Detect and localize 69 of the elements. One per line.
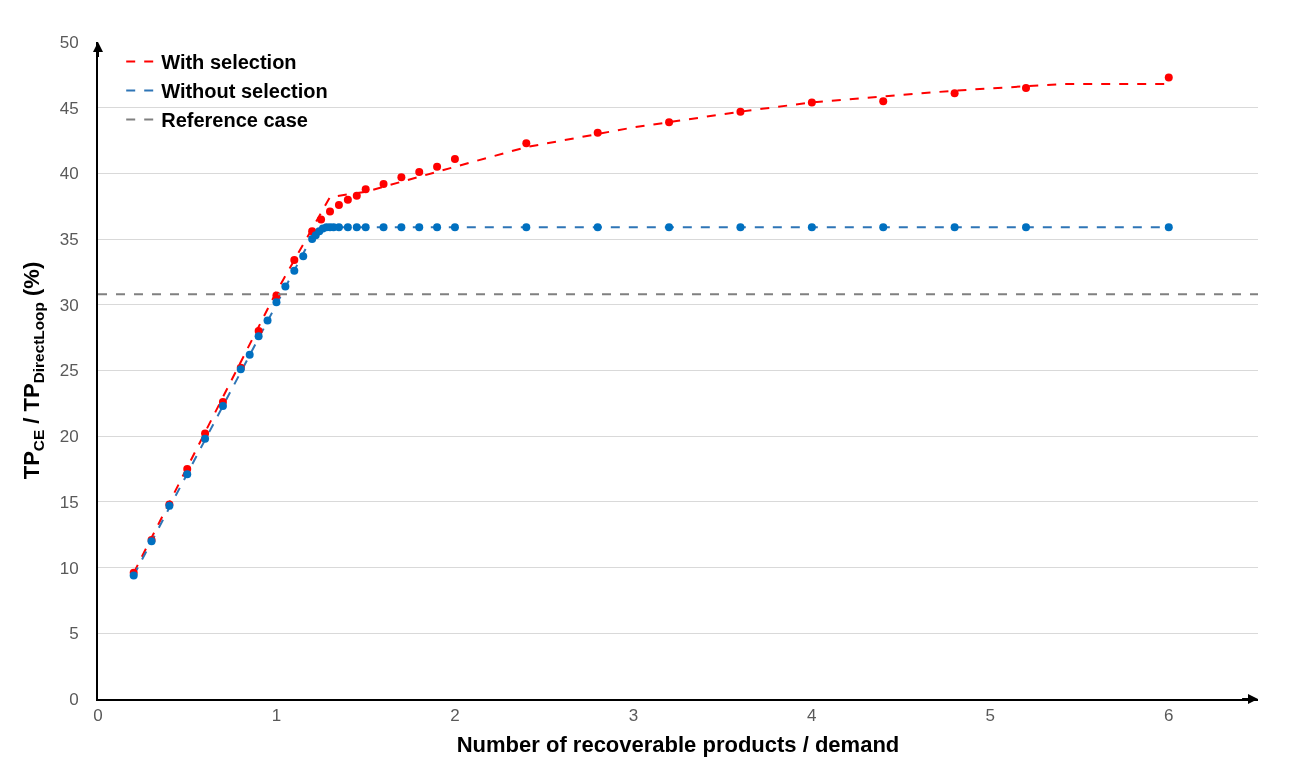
- point: [397, 223, 406, 232]
- point: [290, 266, 299, 275]
- point: [263, 316, 272, 325]
- point: [299, 252, 308, 261]
- x-tick-label: 4: [807, 706, 817, 726]
- point: [807, 223, 816, 232]
- y-tick-label: 15: [59, 492, 79, 512]
- point: [433, 162, 442, 171]
- y-tick-label: 45: [59, 98, 79, 118]
- point: [450, 223, 459, 232]
- point: [334, 200, 343, 209]
- point: [317, 215, 326, 224]
- x-tick-label: 5: [985, 706, 996, 726]
- point: [1164, 73, 1173, 82]
- x-tick-label: 6: [1164, 706, 1174, 726]
- point: [807, 98, 816, 107]
- x-tick-label: 2: [450, 706, 460, 726]
- point: [254, 332, 263, 341]
- point: [415, 168, 424, 177]
- legend-label: Reference case: [161, 109, 308, 132]
- point: [1022, 223, 1030, 232]
- point: [361, 223, 370, 232]
- x-axis-title: Number of recoverable products / demand: [456, 731, 900, 757]
- point: [522, 223, 531, 232]
- y-tick-label: 35: [59, 230, 79, 250]
- point: [593, 128, 602, 137]
- point: [343, 195, 352, 204]
- point: [1164, 223, 1173, 232]
- point: [379, 179, 388, 188]
- point: [879, 223, 888, 232]
- point: [415, 223, 424, 232]
- point: [183, 470, 192, 479]
- point: [352, 191, 361, 200]
- legend-label: Without selection: [161, 80, 328, 103]
- point: [361, 185, 370, 194]
- point: [379, 223, 388, 232]
- point: [201, 434, 210, 443]
- point: [450, 154, 459, 163]
- x-tick-label: 0: [93, 706, 103, 726]
- point: [950, 89, 959, 98]
- point: [281, 282, 290, 291]
- point: [290, 256, 299, 265]
- y-tick-label: 10: [59, 558, 79, 578]
- legend-label: With selection: [161, 51, 297, 74]
- point: [950, 223, 959, 232]
- y-tick-label: 25: [59, 361, 79, 381]
- y-tick-label: 30: [59, 295, 79, 315]
- x-tick-label: 1: [271, 706, 282, 726]
- point: [593, 223, 602, 232]
- point: [245, 350, 254, 359]
- y-tick-label: 5: [69, 624, 79, 644]
- point: [397, 173, 406, 182]
- y-tick-label: 20: [59, 427, 79, 447]
- point: [665, 118, 674, 127]
- point: [1022, 83, 1030, 92]
- point: [326, 207, 334, 216]
- point: [433, 223, 442, 232]
- y-tick-label: 40: [59, 164, 79, 184]
- point: [736, 107, 745, 116]
- point: [343, 223, 352, 232]
- point: [522, 139, 531, 148]
- x-tick-label: 3: [628, 706, 639, 726]
- point: [736, 223, 745, 232]
- y-tick-label: 50: [59, 32, 79, 52]
- point: [879, 97, 888, 106]
- point: [665, 223, 674, 232]
- y-tick-label: 0: [69, 689, 79, 709]
- point: [272, 298, 281, 307]
- point: [352, 223, 361, 232]
